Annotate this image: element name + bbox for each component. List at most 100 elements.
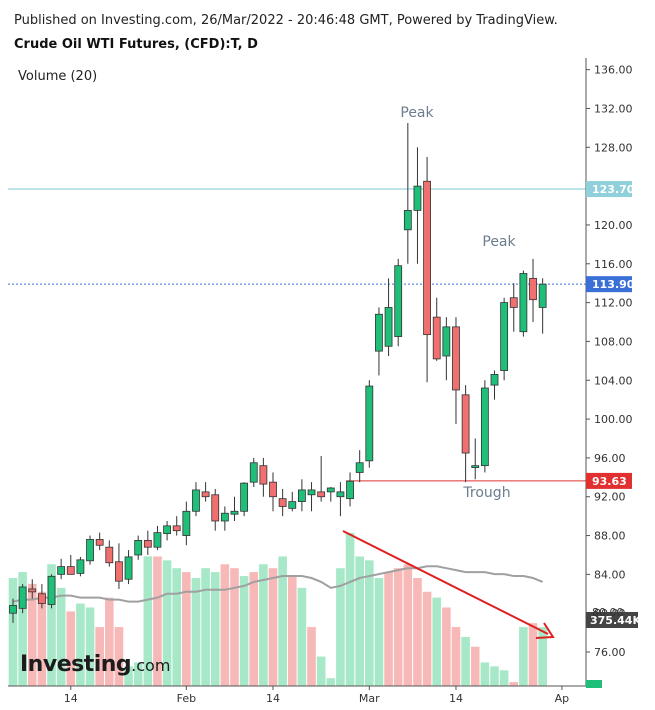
candles-layer: [9, 123, 547, 623]
volume-bar: [143, 556, 153, 686]
volume-bar: [133, 662, 143, 686]
volume-bar: [490, 666, 499, 686]
candle-body: [413, 185, 422, 211]
logo-main: Investing: [20, 652, 132, 677]
candle: [182, 501, 191, 546]
candle: [403, 123, 412, 264]
candle-body: [240, 482, 249, 512]
volume-bar: [162, 560, 172, 686]
volume-bar: [220, 564, 230, 686]
candle-body: [461, 394, 470, 454]
candle: [211, 488, 220, 531]
candle: [201, 482, 210, 502]
volume-bar: [413, 578, 422, 686]
volume-bar: [85, 607, 95, 686]
volume-bar: [374, 578, 384, 686]
volume-ma-line: [12, 565, 544, 603]
support-price-tag-bg: [586, 472, 632, 489]
y-tick-label: 116.00: [594, 258, 633, 271]
candle-body: [490, 374, 499, 386]
candle-body: [269, 481, 277, 498]
volume-bar: [239, 576, 249, 686]
volume-bar: [307, 627, 316, 686]
candle-body: [288, 501, 297, 509]
volume-bar: [201, 568, 210, 686]
volume-bar: [230, 568, 239, 686]
volume-bar: [191, 578, 201, 686]
volume-bar: [278, 556, 287, 686]
candle: [259, 457, 268, 497]
candle-body: [182, 510, 191, 536]
candle-body: [115, 561, 123, 582]
x-tick-label: 14: [449, 692, 463, 705]
candle-body: [278, 498, 287, 507]
candle-body: [442, 326, 451, 357]
candle: [9, 598, 17, 623]
y-tick-label: 104.00: [594, 374, 633, 387]
volume-bar: [403, 564, 413, 686]
volume-bar: [528, 623, 538, 686]
volume-value-bg: [586, 612, 638, 628]
last-price-tag-bg: [586, 276, 632, 293]
volume-bar: [470, 646, 480, 686]
candle: [452, 317, 460, 424]
annotation-peak-2: Peak: [482, 234, 516, 250]
candle: [163, 520, 171, 541]
volume-bar: [27, 583, 37, 686]
candle: [355, 450, 364, 483]
volume-bar: [172, 568, 182, 686]
candle: [500, 297, 509, 381]
candle-body: [480, 387, 489, 467]
candle: [269, 472, 277, 512]
candle-body: [471, 465, 480, 469]
candle-body: [394, 265, 403, 337]
candle-body: [76, 559, 85, 574]
candle: [86, 535, 94, 565]
candle-body: [47, 575, 56, 605]
candle-body: [519, 273, 528, 333]
candle-body: [220, 512, 229, 522]
candle-body: [163, 525, 171, 535]
volume-bar: [66, 611, 76, 686]
volume-bar: [56, 587, 66, 686]
candle: [432, 297, 441, 361]
candle-body: [346, 480, 354, 500]
volume-bar: [297, 587, 307, 686]
candle-body: [192, 489, 200, 512]
volume-bar: [499, 670, 509, 686]
candle: [143, 530, 152, 555]
candle-body: [249, 462, 258, 483]
last-price-tag: 113.90: [586, 276, 635, 293]
published-line: Published on Investing.com, 26/Mar/2022 …: [14, 13, 558, 28]
candle-body: [355, 462, 364, 473]
candle: [95, 532, 104, 551]
investing-logo: Investing.com: [20, 652, 170, 677]
y-tick-label: 128.00: [594, 141, 633, 154]
volume-bar: [259, 564, 268, 686]
volume-bar: [124, 666, 133, 686]
annotation-trough: Trough: [462, 485, 510, 501]
candle-body: [326, 487, 335, 493]
candle: [423, 157, 431, 383]
candle-body: [307, 489, 316, 496]
resistance-price-tag-bg: [586, 181, 632, 198]
volume-bar: [461, 636, 470, 686]
resistance-price-tag-text: 123.70: [592, 183, 635, 196]
x-tick-label: 14: [266, 692, 280, 705]
x-tick-label: Feb: [177, 692, 196, 705]
volume-bar: [8, 578, 18, 686]
volume-bar: [365, 560, 374, 686]
candle-body: [375, 313, 383, 352]
annotation-peak-1: Peak: [400, 105, 434, 121]
candle: [326, 487, 335, 502]
volume-bar: [355, 556, 364, 686]
candle-body: [201, 491, 210, 498]
candle: [365, 380, 374, 468]
candle-body: [538, 283, 547, 308]
volume-trend-arrow: [342, 530, 555, 639]
annotations: Peak Peak Trough: [400, 105, 516, 501]
volume-bar: [519, 627, 528, 686]
support-price-tag-text: 93.63: [592, 475, 627, 488]
volume-bar: [480, 662, 490, 686]
